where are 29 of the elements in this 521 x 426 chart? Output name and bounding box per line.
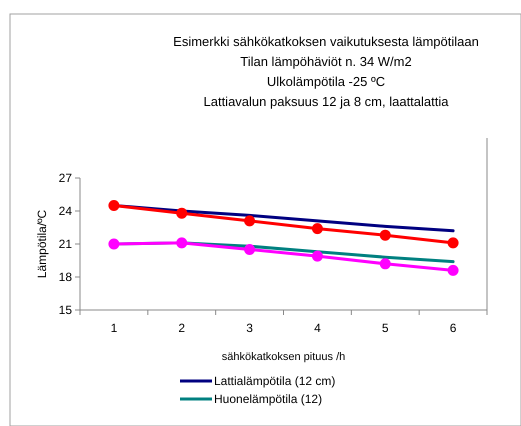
point xyxy=(448,264,459,276)
chart-subtitle: Tilan lämpöhäviöt n. 34 W/m2 Ulkolämpötila -25 ºC Lattiavalun paksuus 12 ja 8 cm, laattalattia xyxy=(204,54,450,109)
y-tick-label: 15 xyxy=(58,303,72,317)
legend-label: Lattialämpötila (12 cm) xyxy=(214,374,336,388)
point xyxy=(380,258,391,270)
point xyxy=(244,244,256,255)
y-tick-label: 24 xyxy=(58,204,72,218)
x-tick-label: 1 xyxy=(110,321,118,335)
point xyxy=(176,237,188,248)
point xyxy=(108,200,120,211)
x-axis-title: sähkökatkoksen pituus /h xyxy=(222,351,346,363)
y-axis-title: Lämpötila/ºC xyxy=(35,209,49,278)
y-tick-label: 18 xyxy=(58,270,72,284)
point xyxy=(244,215,256,226)
point xyxy=(312,223,323,234)
point xyxy=(312,250,323,262)
y-tick-label: 27 xyxy=(58,171,72,185)
y-tick-label: 21 xyxy=(58,237,72,251)
point xyxy=(380,230,391,241)
point xyxy=(448,237,459,248)
point xyxy=(176,208,188,219)
x-tick-label: 5 xyxy=(382,321,389,335)
legend-label: Huonelämpötila (12) xyxy=(214,392,322,406)
x-tick-label: 2 xyxy=(178,321,186,335)
x-tick-label: 4 xyxy=(314,321,322,335)
point xyxy=(108,238,120,250)
x-tick-label: 3 xyxy=(246,321,254,335)
x-tick-label: 6 xyxy=(450,321,457,335)
chart-title: Esimerkki sähkökatkoksen vaikutuksesta lämpötilaan xyxy=(173,34,479,49)
